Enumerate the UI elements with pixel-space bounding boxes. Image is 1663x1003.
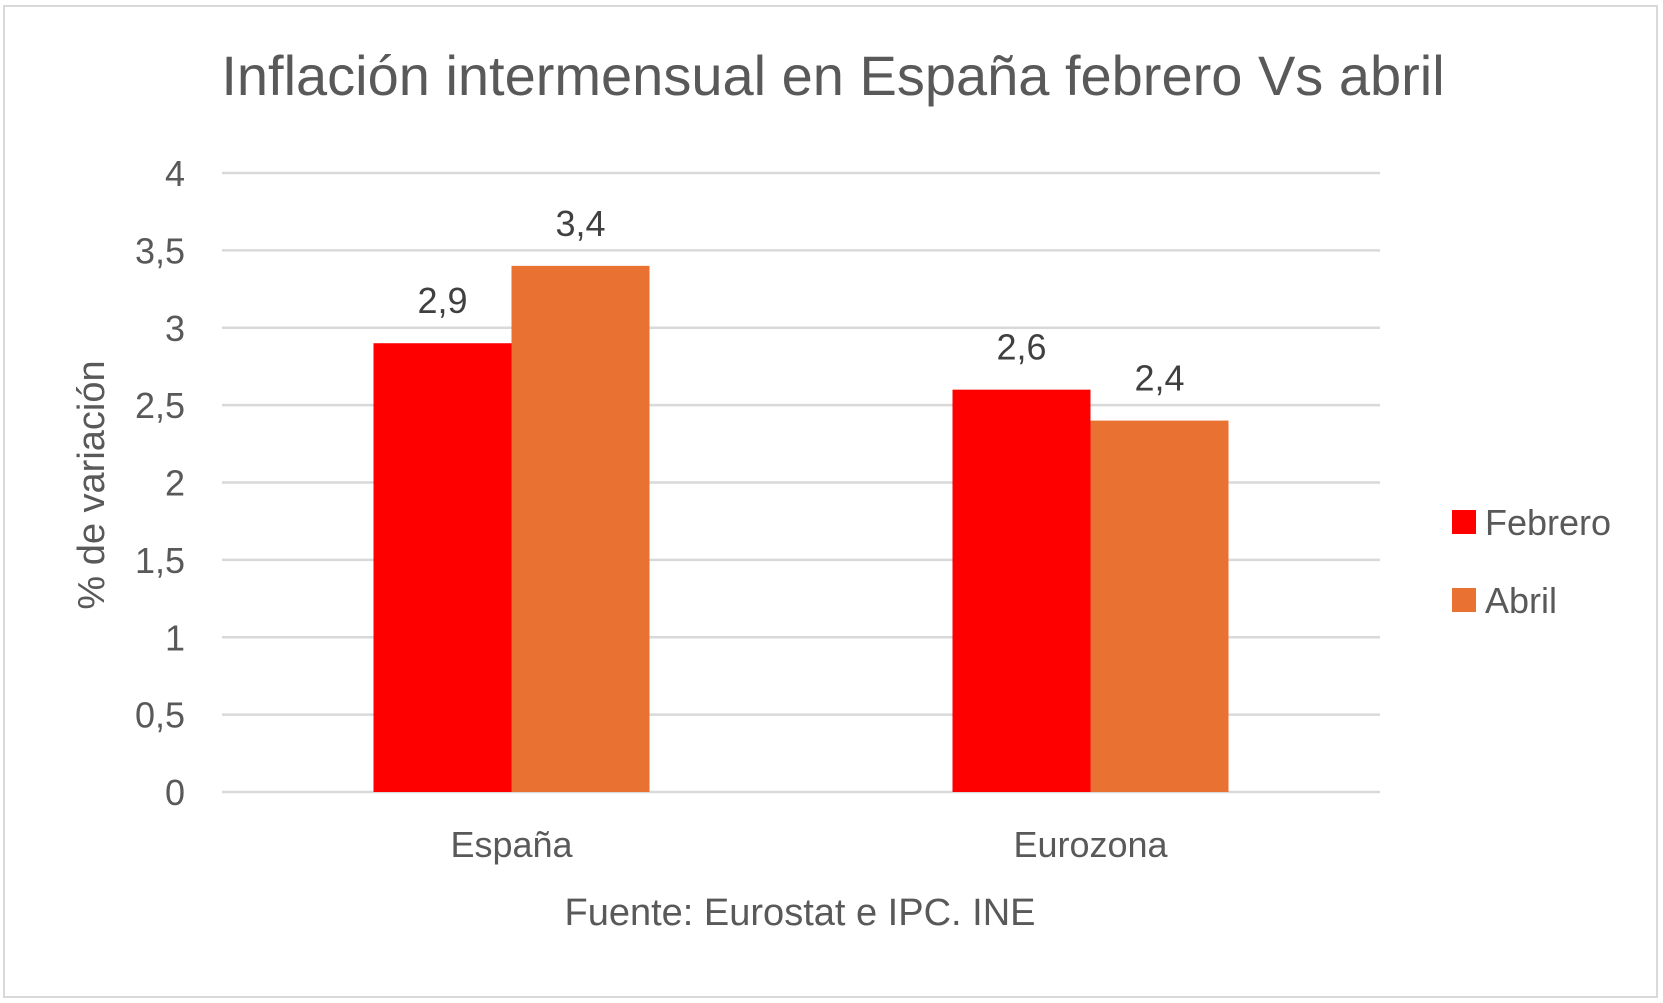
chart-title: Inflación intermensual en España febrero… — [221, 44, 1444, 107]
bar-febrero-1 — [373, 343, 512, 792]
y-tick-label: 1,5 — [135, 540, 185, 581]
y-tick-label: 3 — [165, 308, 185, 349]
y-axis-label: % de variación — [71, 360, 113, 609]
x-tick-label: España — [450, 824, 573, 865]
y-tick-label: 1 — [165, 617, 185, 658]
x-axis-label: Fuente: Eurostat e IPC. INE — [565, 892, 1036, 934]
bar-febrero-2 — [952, 389, 1091, 792]
chart-frame — [3, 5, 1658, 998]
x-axis-ticks: España Eurozona — [450, 824, 1168, 865]
legend-label-abril: Abril — [1485, 580, 1557, 621]
bar-abril-2 — [1090, 420, 1229, 792]
x-tick-label: Eurozona — [1013, 824, 1168, 865]
bars — [373, 265, 1229, 793]
legend: Febrero Abril — [1452, 502, 1611, 621]
y-tick-label: 4 — [165, 153, 185, 194]
data-label: 3,4 — [555, 203, 605, 244]
y-tick-label: 2,5 — [135, 385, 185, 426]
data-label: 2,6 — [996, 327, 1046, 368]
data-label: 2,9 — [417, 280, 467, 321]
legend-label-febrero: Febrero — [1485, 502, 1611, 543]
y-tick-label: 0,5 — [135, 695, 185, 736]
legend-swatch-abril — [1452, 588, 1476, 612]
y-tick-label: 3,5 — [135, 230, 185, 271]
data-labels: 2,9 3,4 2,6 2,4 — [417, 203, 1184, 399]
y-tick-label: 0 — [165, 772, 185, 813]
data-label: 2,4 — [1134, 358, 1184, 399]
y-axis-ticks: 0 0,5 1 1,5 2 2,5 3 3,5 4 — [135, 153, 185, 813]
legend-swatch-febrero — [1452, 510, 1476, 534]
y-tick-label: 2 — [165, 463, 185, 504]
bar-abril-1 — [511, 265, 650, 793]
